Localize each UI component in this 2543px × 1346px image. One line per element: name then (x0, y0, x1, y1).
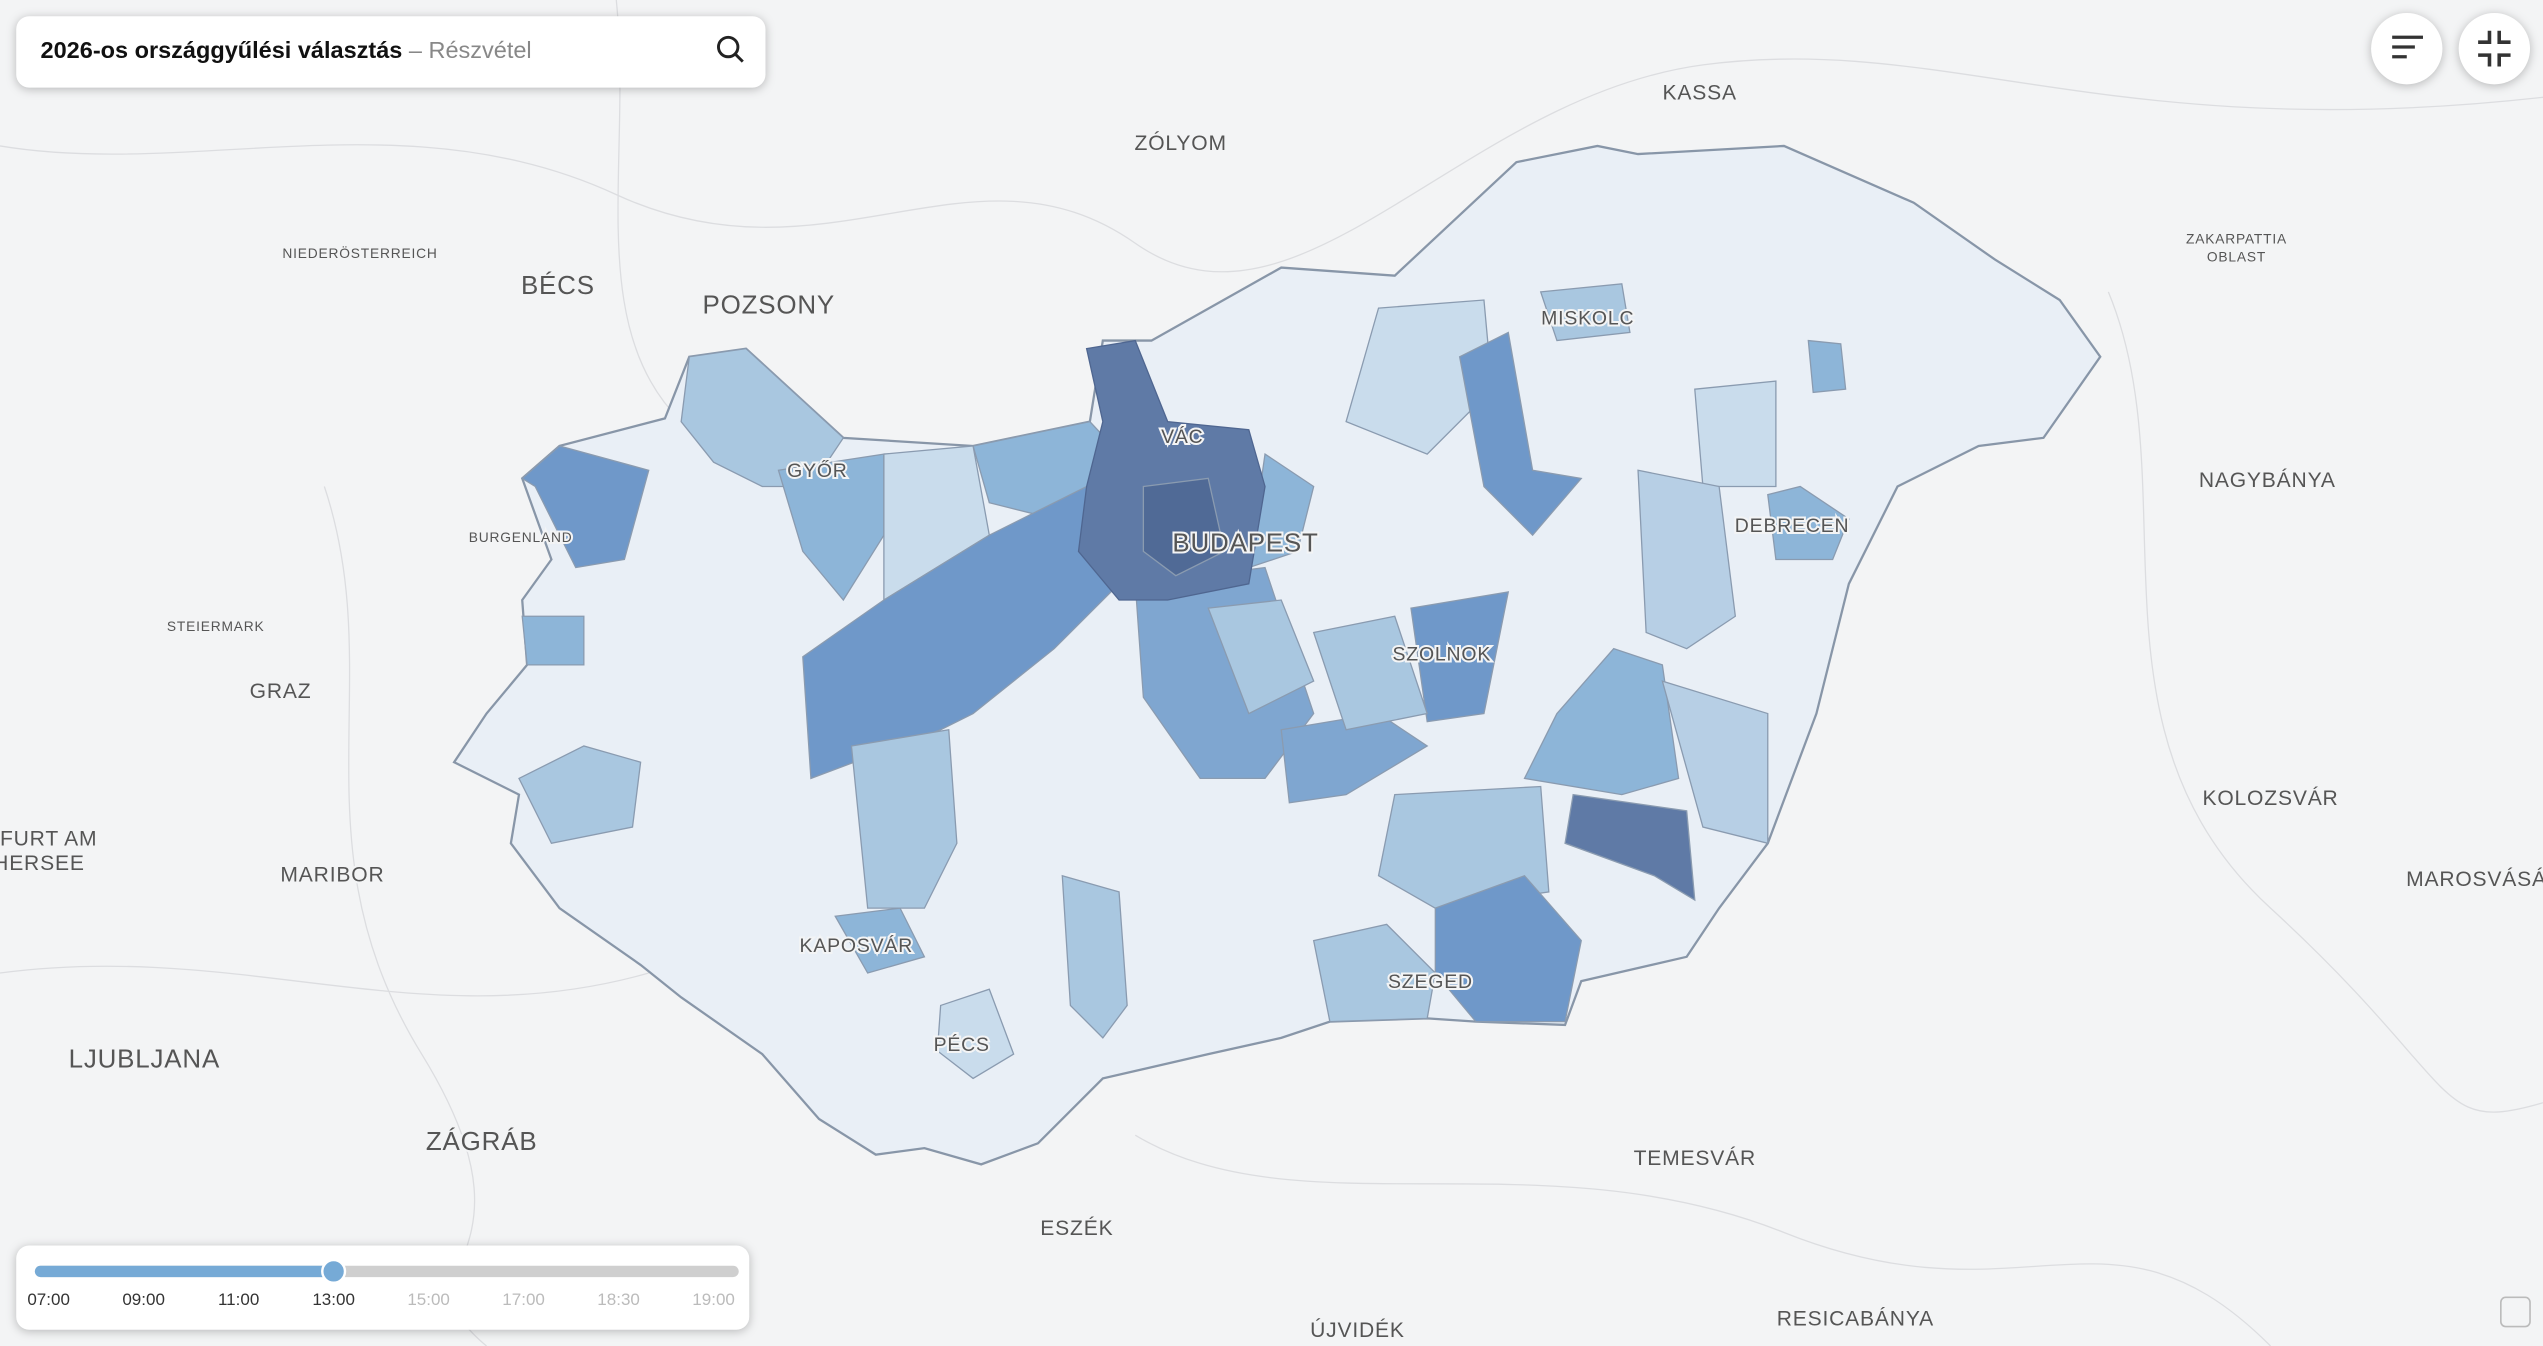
district (521, 445, 650, 569)
district (1410, 591, 1510, 723)
district (1637, 469, 1737, 650)
city-label: GRAZ (250, 680, 312, 703)
city-label: NIEDERÖSTERREICH (282, 244, 437, 261)
districts (452, 144, 2102, 1166)
district (1458, 331, 1583, 537)
city-label: ZÁGRÁB (426, 1127, 538, 1156)
city-label: PÉCS (934, 1033, 990, 1056)
time-label: 15:00 (407, 1290, 450, 1309)
title-box (16, 16, 766, 88)
timeline-handle[interactable] (321, 1258, 347, 1284)
title-panel: 2026-os országgyűlési választás – Részvét… (16, 16, 766, 88)
city-label: ZÓLYOM (1135, 132, 1227, 155)
search-button[interactable] (717, 35, 744, 63)
timeline-box (16, 1245, 750, 1330)
district (1539, 283, 1631, 342)
city-label: ÚJVIDÉK (1310, 1319, 1405, 1342)
time-label: 07:00 (27, 1290, 70, 1309)
time-label: 11:00 (218, 1290, 259, 1309)
city-label: GYŐR (787, 459, 848, 482)
city-label: BUDAPEST (1172, 530, 1318, 558)
district (1661, 680, 1769, 845)
district (1767, 485, 1850, 561)
time-label: 13:00 (312, 1290, 355, 1309)
district (834, 907, 926, 974)
city-label: KOLOZSVÁR (2202, 787, 2338, 810)
city-label: SZOLNOK (1392, 643, 1491, 665)
city-label: MAROSVÁSÁ (2406, 868, 2543, 891)
city-label: NAGYBÁNYA (2199, 469, 2336, 492)
district (1523, 647, 1680, 796)
district (518, 745, 642, 845)
title-text: 2026-os országgyűlési választás – Részvét… (41, 37, 532, 63)
district (1807, 339, 1847, 394)
district (1061, 874, 1128, 1039)
city-label: TEMESVÁR (1634, 1147, 1756, 1170)
district (850, 729, 958, 909)
time-label: 09:00 (122, 1290, 165, 1309)
corner-control[interactable] (2500, 1296, 2531, 1328)
city-label: ZAKARPATTIA (2186, 232, 2287, 247)
city-label: VÁC (1161, 425, 1203, 448)
district (1345, 299, 1493, 455)
district (777, 453, 885, 602)
city-label: BURGENLAND (469, 530, 573, 545)
city-label: DEBRECEN (1735, 515, 1850, 537)
timeline: 07:00 09:00 11:00 13:00 15:00 17:00 18:30 19:00 (27, 1258, 739, 1309)
city-label: MARIBOR (280, 863, 384, 886)
district (936, 988, 1015, 1080)
district (521, 615, 585, 666)
sort-button[interactable] (2371, 12, 2443, 85)
city-label: FURT AM (0, 828, 97, 851)
city-label: KASSA (1662, 82, 1736, 105)
district (1312, 923, 1437, 1023)
district (1564, 793, 1696, 902)
timeline-panel: 07:00 09:00 11:00 13:00 15:00 17:00 18:30 19:00 (16, 1245, 750, 1330)
city-label: BÉCS (521, 271, 595, 300)
city-label: OBLAST (2207, 249, 2266, 264)
title: 2026-os országgyűlési választás (41, 37, 403, 63)
map-labels: KASSA ZÓLYOM BÉCS POZSONY NIEDERÖSTERREICH ZA… (0, 80, 2543, 1344)
time-label: 18:30 (597, 1290, 640, 1309)
city-label: MISKOLC (1541, 308, 1634, 330)
time-label: 19:00 (692, 1290, 735, 1309)
city-label: RESICABÁNYA (1777, 1308, 1934, 1331)
city-label: STEIERMARK (167, 619, 265, 634)
city-label: HERSEE (0, 852, 85, 875)
district (1312, 615, 1429, 731)
district (1694, 380, 1777, 488)
city-label: LJUBLJANA (69, 1045, 220, 1073)
city-label: SZEGED (1388, 971, 1473, 993)
fullscreen-exit-button[interactable] (2458, 12, 2531, 85)
city-label: POZSONY (702, 291, 835, 319)
city-label: ESZÉK (1040, 1217, 1113, 1240)
subtitle: – Részvétel (409, 37, 532, 63)
city-label: KAPOSVÁR (800, 934, 914, 957)
time-label: 17:00 (502, 1290, 545, 1309)
district (1142, 477, 1226, 577)
district (1207, 599, 1315, 715)
